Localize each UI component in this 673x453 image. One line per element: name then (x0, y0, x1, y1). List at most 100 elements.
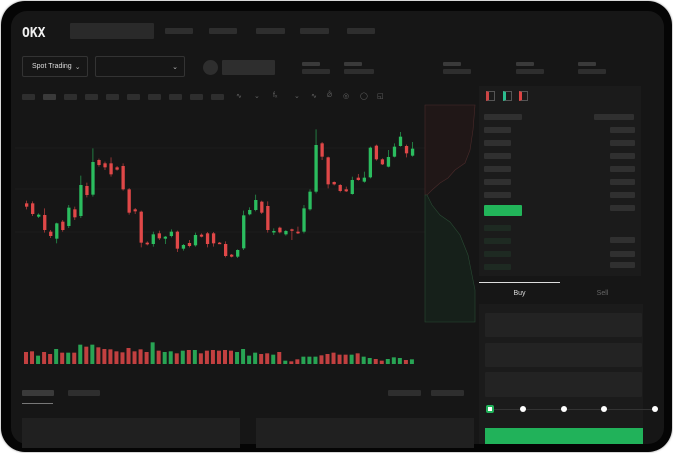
timeframe-button[interactable] (127, 94, 140, 100)
ask-price (484, 179, 511, 185)
filter-button[interactable] (431, 390, 464, 396)
stat-label (516, 62, 534, 66)
volume-bar (30, 351, 35, 364)
candle (163, 236, 167, 239)
timeframe-button[interactable] (43, 94, 56, 100)
sell-tab[interactable]: Sell (562, 282, 643, 304)
nav-item[interactable] (209, 28, 237, 34)
target-icon[interactable]: ◎ (343, 93, 350, 100)
trading-pair-dropdown[interactable]: ⌄ (95, 56, 185, 77)
indicator-icon[interactable]: ∿ (236, 93, 242, 100)
volume-bar (120, 352, 125, 364)
leverage-slider-track[interactable] (489, 409, 655, 410)
settings-icon[interactable]: ◯ (360, 93, 368, 100)
orderbook-header (484, 114, 522, 120)
volume-bar (229, 350, 234, 364)
candle (43, 215, 47, 230)
timeframe-button[interactable] (22, 94, 35, 100)
volume-bar (313, 356, 318, 364)
volume-bar (397, 358, 402, 364)
leverage-step[interactable] (652, 406, 658, 412)
tab-open-orders[interactable] (22, 390, 54, 396)
chevron-down-icon: ⌄ (172, 63, 178, 71)
amount-input[interactable] (485, 343, 642, 367)
volume-bar (132, 351, 137, 364)
total-input[interactable] (485, 372, 642, 397)
draw-line-icon[interactable]: ∿ (311, 93, 317, 100)
timeframe-button[interactable] (64, 94, 77, 100)
candle (386, 157, 391, 167)
nav-item[interactable] (347, 28, 375, 34)
volume-bar (48, 354, 53, 364)
candle (398, 136, 403, 146)
stat-label (578, 62, 596, 66)
timeframe-button[interactable] (169, 94, 182, 100)
orderbook-header (594, 114, 634, 120)
timeframe-button[interactable] (211, 94, 224, 100)
volume-bar (126, 348, 131, 364)
nav-item[interactable] (300, 28, 329, 34)
volume-bar (144, 352, 149, 364)
candle (139, 211, 143, 243)
ask-price (484, 153, 511, 159)
volume-bar (108, 349, 113, 364)
ask-price (484, 127, 511, 133)
volume-bar (60, 352, 65, 364)
market-type-dropdown[interactable]: Spot Trading ⌄ (22, 56, 88, 77)
nav-item[interactable] (165, 28, 193, 34)
candle (157, 233, 161, 239)
filter-button[interactable] (388, 390, 421, 396)
volume-bar (277, 352, 282, 364)
fullscreen-icon[interactable]: ◱ (377, 93, 384, 100)
volume-bar (72, 352, 77, 364)
ask-size (610, 127, 635, 133)
stat-value (516, 69, 544, 74)
timeframe-button[interactable] (106, 94, 119, 100)
volume-bar (42, 352, 47, 364)
volume-bar (84, 346, 89, 364)
leverage-step[interactable] (486, 405, 494, 413)
candle (181, 245, 186, 249)
ask-price (484, 166, 511, 172)
candle (49, 231, 53, 236)
buy-tab[interactable]: Buy (479, 282, 560, 304)
orders-panel (22, 418, 240, 448)
candle (193, 235, 198, 246)
ask-size (610, 192, 635, 198)
tab-order-history[interactable] (68, 390, 100, 396)
indicator-icon[interactable]: fₓ (273, 92, 278, 99)
volume-bar (391, 357, 396, 364)
chevron-down-icon[interactable]: ⌄ (294, 93, 300, 100)
candle (109, 163, 113, 175)
chevron-down-icon[interactable]: ⌄ (254, 93, 260, 100)
bid-price (484, 225, 511, 231)
nav-item[interactable] (256, 28, 285, 34)
candle (91, 162, 95, 195)
price-input[interactable] (485, 313, 642, 337)
orderbook-both-icon[interactable] (486, 91, 495, 101)
volume-bar (301, 356, 306, 364)
ask-size (610, 140, 635, 146)
candle (278, 227, 282, 233)
leverage-step[interactable] (520, 406, 526, 412)
okx-logo[interactable]: OKX (22, 24, 52, 40)
candle (175, 231, 180, 249)
buy-button[interactable] (485, 428, 643, 444)
volume-bar (24, 352, 28, 364)
candle (217, 242, 222, 245)
volume-bar (204, 350, 209, 364)
candle (410, 148, 415, 156)
timeframe-button[interactable] (148, 94, 161, 100)
volume-bar (36, 355, 41, 364)
leverage-step[interactable] (561, 406, 567, 412)
search-bar[interactable] (70, 23, 154, 39)
timeframe-button[interactable] (85, 94, 98, 100)
leverage-step[interactable] (601, 406, 607, 412)
orderbook-asks-icon[interactable] (519, 91, 528, 101)
timeframe-button[interactable] (190, 94, 203, 100)
orderbook-bids-icon[interactable] (503, 91, 512, 101)
candle (350, 180, 354, 194)
ruler-icon[interactable]: ⦲ (327, 92, 333, 99)
volume-bar (295, 359, 300, 364)
